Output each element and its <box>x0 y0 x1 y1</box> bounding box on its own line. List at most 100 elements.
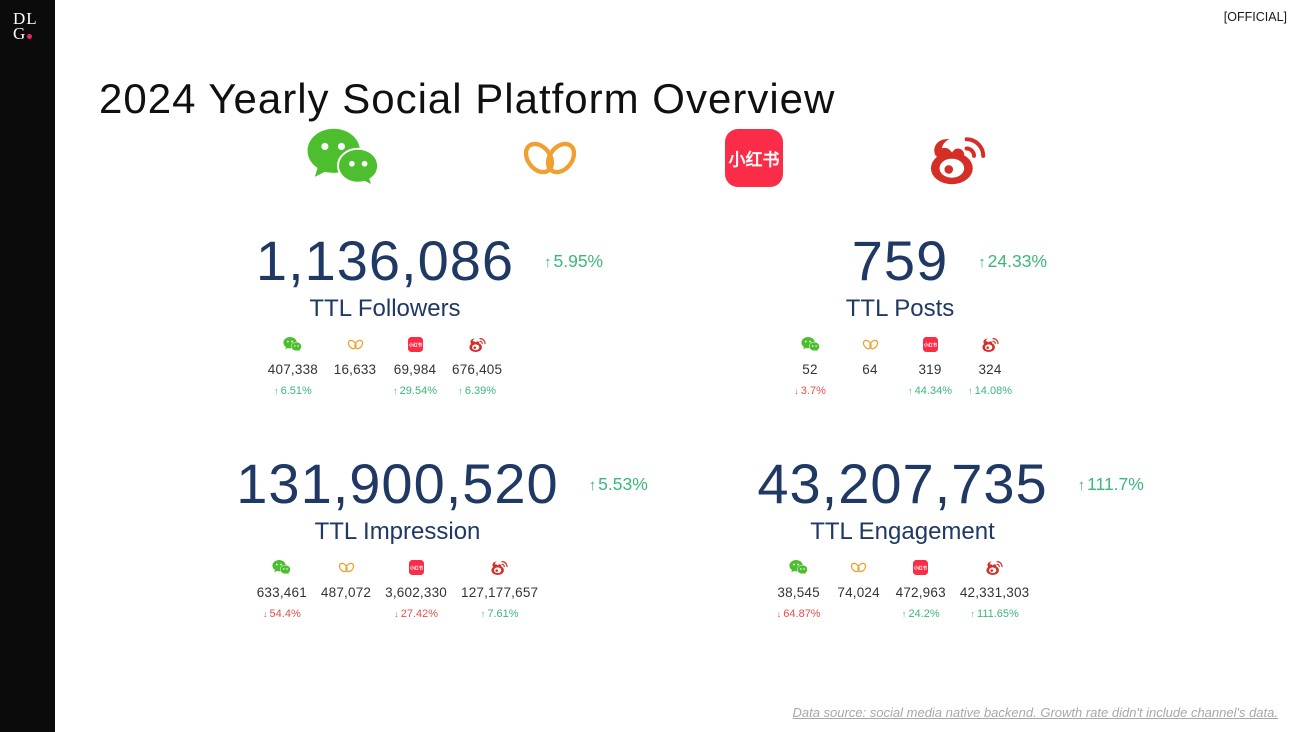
breakdown-growth: ↑ 7.61% <box>480 607 519 620</box>
breakdown-cell-weibo: 127,177,657 ↑ 7.61% <box>461 559 538 620</box>
trend-arrow-icon: ↑ <box>901 608 907 619</box>
followers-total-row: 1,136,086 ↑ 5.95% <box>150 229 620 292</box>
wechat-icon <box>283 336 302 353</box>
breakdown-growth <box>354 385 356 397</box>
growth-percent: 24.33% <box>987 250 1048 271</box>
breakdown-growth: ↓ 27.42% <box>394 607 439 620</box>
breakdown-cell-weibo: 324 ↑ 14.08% <box>967 336 1013 397</box>
xiaohongshu-icon <box>408 336 423 353</box>
breakdown-cell-weibo: 676,405 ↑ 6.39% <box>452 336 502 397</box>
logo-line-2: G <box>13 24 27 43</box>
breakdown-cell-xiaohongshu: 472,963 ↑ 24.2% <box>896 559 946 620</box>
trend-arrow-icon: ↑ <box>273 385 279 396</box>
breakdown-growth: ↑ 111.65% <box>970 607 1019 620</box>
breakdown-growth: ↓ 54.4% <box>262 607 301 620</box>
breakdown-cell-xiaohongshu: 69,984 ↑ 29.54% <box>392 336 438 397</box>
wechat-icon <box>306 124 380 192</box>
weibo-icon <box>985 559 1004 576</box>
breakdown-growth <box>858 608 860 620</box>
breakdown-growth: ↓ 64.87% <box>776 607 821 620</box>
breakdown-growth <box>869 385 871 397</box>
wechat-channels-icon <box>850 559 867 576</box>
breakdown-cell-channels: 487,072 <box>321 559 371 620</box>
wechat-channels-icon <box>521 133 579 183</box>
growth-indicator: ↑ 24.33% <box>978 251 1047 271</box>
trend-arrow-icon: ↑ <box>978 254 986 271</box>
weibo-icon <box>468 336 487 353</box>
breakdown-value: 74,024 <box>837 584 880 600</box>
breakdown-growth: ↑ 44.34% <box>908 384 952 397</box>
engagement-total-row: 43,207,735 ↑ 111.7% <box>650 454 1155 514</box>
breakdown-value: 633,461 <box>256 584 307 600</box>
followers-breakdown: 407,338 ↑ 6.51% 16,633 69,984 ↑ 29.54% 676… <box>150 336 620 397</box>
engagement-breakdown: 38,545 ↓ 64.87% 74,024 472,963 ↑ 24.2% 42,… <box>650 559 1155 620</box>
impression-total: 131,900,520 <box>236 452 559 515</box>
wechat-channels-icon <box>338 559 355 576</box>
wechat-channels-icon <box>862 336 879 353</box>
breakdown-value: 676,405 <box>452 361 503 377</box>
trend-arrow-icon: ↑ <box>588 477 597 494</box>
breakdown-growth: ↓ 3.7% <box>794 384 826 397</box>
breakdown-growth: ↑ 6.51% <box>273 384 312 397</box>
trend-arrow-icon: ↑ <box>908 385 913 396</box>
breakdown-growth: ↑ 24.2% <box>901 607 940 620</box>
followers-total: 1,136,086 <box>255 229 515 292</box>
metric-followers: 1,136,086 ↑ 5.95% TTL Followers 407,338 ↑… <box>150 229 620 397</box>
trend-arrow-icon: ↑ <box>458 385 463 396</box>
followers-label: TTL Followers <box>309 294 461 322</box>
breakdown-cell-wechat: 633,461 ↓ 54.4% <box>257 559 307 620</box>
growth-percent: 111.7% <box>1087 473 1144 494</box>
breakdown-value: 52 <box>802 361 818 377</box>
xiaohongshu-icon <box>923 336 938 353</box>
posts-total: 759 <box>851 229 949 292</box>
breakdown-value: 472,963 <box>895 584 946 600</box>
breakdown-value: 38,545 <box>777 584 820 600</box>
growth-percent: 5.95% <box>553 250 604 271</box>
growth-indicator: ↑ 5.95% <box>544 251 603 271</box>
weibo-icon <box>490 559 509 576</box>
growth-indicator: ↑ 111.7% <box>1078 474 1144 494</box>
trend-arrow-icon: ↓ <box>262 608 268 619</box>
trend-arrow-icon: ↑ <box>544 254 552 271</box>
page-title: 2024 Yearly Social Platform Overview <box>99 75 836 123</box>
metric-engagement: 43,207,735 ↑ 111.7% TTL Engagement 38,545… <box>650 454 1155 620</box>
breakdown-cell-xiaohongshu: 3,602,330 ↓ 27.42% <box>385 559 447 620</box>
metric-impression: 131,900,520 ↑ 5.53% TTL Impression 633,46… <box>145 452 650 620</box>
trend-arrow-icon: ↑ <box>1077 477 1086 494</box>
xiaohongshu-icon <box>409 559 424 576</box>
breakdown-growth: ↑ 29.54% <box>393 384 437 397</box>
wechat-icon <box>272 559 291 576</box>
posts-label: TTL Posts <box>845 294 955 322</box>
trend-arrow-icon: ↑ <box>968 385 973 396</box>
xiaohongshu-icon <box>913 559 928 576</box>
breakdown-growth: ↑ 14.08% <box>968 384 1012 397</box>
official-tag: [OFFICIAL] <box>1223 10 1287 24</box>
wechat-icon <box>789 559 808 576</box>
wechat-icon <box>801 336 820 353</box>
dlg-logo: DL G <box>0 0 55 43</box>
breakdown-value: 487,072 <box>320 584 372 600</box>
weibo-icon <box>981 336 1000 353</box>
metric-posts: 759 ↑ 24.33% TTL Posts 52 ↓ 3.7% 64 319 ↑ 4… <box>665 229 1135 397</box>
breakdown-cell-xiaohongshu: 319 ↑ 44.34% <box>907 336 953 397</box>
breakdown-value: 127,177,657 <box>460 584 539 600</box>
breakdown-cell-wechat: 38,545 ↓ 64.87% <box>776 559 822 620</box>
growth-percent: 5.53% <box>598 473 648 494</box>
logo-dot <box>27 34 33 39</box>
trend-arrow-icon: ↓ <box>394 608 399 619</box>
breakdown-growth <box>345 608 347 620</box>
breakdown-value: 16,633 <box>333 361 377 377</box>
breakdown-cell-wechat: 52 ↓ 3.7% <box>787 336 833 397</box>
brand-sidebar: DL G <box>0 0 55 732</box>
impression-total-row: 131,900,520 ↑ 5.53% <box>145 452 650 515</box>
trend-arrow-icon: ↑ <box>480 608 486 619</box>
breakdown-cell-weibo: 42,331,303 ↑ 111.65% <box>960 559 1030 620</box>
breakdown-cell-wechat: 407,338 ↑ 6.51% <box>268 336 318 397</box>
breakdown-cell-channels: 74,024 <box>836 559 882 620</box>
engagement-label: TTL Engagement <box>810 517 995 545</box>
breakdown-value: 319 <box>918 361 942 377</box>
posts-total-row: 759 ↑ 24.33% <box>665 229 1135 292</box>
impression-breakdown: 633,461 ↓ 54.4% 487,072 3,602,330 ↓ 27.42%… <box>145 559 650 620</box>
xiaohongshu-icon <box>725 129 783 187</box>
trend-arrow-icon: ↑ <box>970 608 976 619</box>
